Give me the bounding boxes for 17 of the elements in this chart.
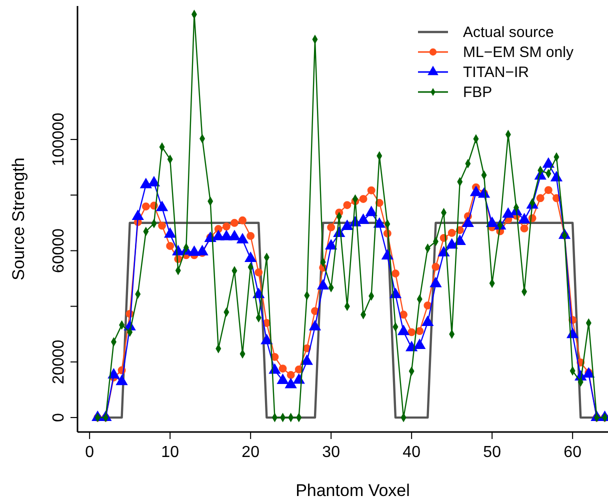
legend-label: ML−EM SM only: [463, 44, 574, 61]
x-tick-label: 0: [85, 444, 94, 461]
x-tick-label: 30: [322, 444, 340, 461]
y-tick-label: 20000: [50, 340, 68, 384]
legend-label: TITAN−IR: [463, 64, 530, 81]
x-tick-label: 20: [242, 444, 260, 461]
x-tick-label: 60: [564, 444, 582, 461]
legend-label: FBP: [463, 84, 492, 101]
x-tick-label: 50: [483, 444, 502, 461]
x-axis-title: Phantom Voxel: [296, 481, 410, 500]
y-tick-label: 60000: [50, 228, 68, 273]
legend-label: Actual source: [463, 24, 554, 41]
y-axis-title: Source Strength: [9, 158, 28, 280]
x-tick-label: 10: [161, 444, 180, 461]
x-tick-label: 40: [402, 444, 421, 461]
y-tick-label: 100000: [50, 112, 68, 166]
y-tick-label: 0: [50, 412, 68, 422]
